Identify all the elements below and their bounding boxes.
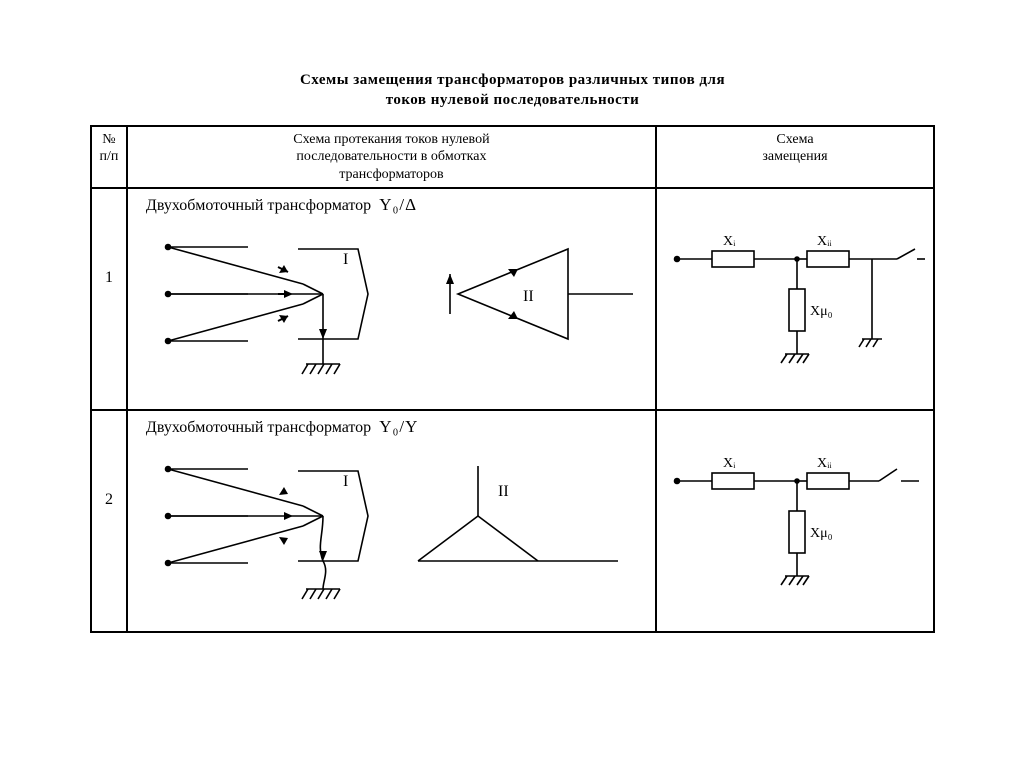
x2-label: Xᵢᵢ	[817, 234, 832, 249]
primary-label: I	[343, 473, 348, 490]
table-row: 2 Двухобмоточный трансформатор Y₀/Y	[91, 410, 934, 632]
flow-cell: Двухобмоточный трансформатор Y₀/Δ	[127, 188, 656, 410]
row-number: 1	[91, 188, 127, 410]
connection-label: Y₀/Δ	[379, 195, 417, 214]
xmu-label: Xμ₀	[810, 526, 833, 541]
primary-label: I	[343, 251, 348, 268]
row-number: 2	[91, 410, 127, 632]
header-eq: Схема замещения	[656, 126, 934, 189]
x2-label: Xᵢᵢ	[817, 456, 832, 471]
eq-cell: Xᵢ Xᵢᵢ Xμ₀	[656, 188, 934, 410]
secondary-label: II	[498, 483, 509, 500]
eq-cell: Xᵢ Xᵢᵢ Xμ₀	[656, 410, 934, 632]
row-subtitle: Двухобмоточный трансформатор Y₀/Δ	[146, 195, 417, 215]
title-line1: Схемы замещения трансформаторов различны…	[300, 72, 725, 88]
xmu-label: Xμ₀	[810, 304, 833, 319]
row-subtitle: Двухобмоточный трансформатор Y₀/Y	[146, 417, 418, 437]
equivalent-circuit: Xᵢ Xᵢᵢ Xμ₀	[657, 411, 931, 631]
x1-label: Xᵢ	[723, 234, 736, 249]
table-row: 1 Двухобмоточный трансформатор Y₀/Δ	[91, 188, 934, 410]
secondary-label: II	[523, 288, 534, 305]
header-flow: Схема протекания токов нулевой последова…	[127, 126, 656, 189]
main-table: № п/п Схема протекания токов нулевой пос…	[90, 125, 935, 634]
title-line2: токов нулевой последовательности	[386, 92, 640, 108]
header-row: № п/п Схема протекания токов нулевой пос…	[91, 126, 934, 189]
header-num: № п/п	[91, 126, 127, 189]
flow-diagram: I II	[128, 411, 653, 631]
equivalent-circuit: Xᵢ Xᵢᵢ Xμ₀	[657, 189, 931, 409]
page-title: Схемы замещения трансформаторов различны…	[90, 70, 935, 111]
connection-label: Y₀/Y	[379, 417, 418, 436]
flow-cell: Двухобмоточный трансформатор Y₀/Y	[127, 410, 656, 632]
flow-diagram: I II	[128, 189, 653, 409]
x1-label: Xᵢ	[723, 456, 736, 471]
